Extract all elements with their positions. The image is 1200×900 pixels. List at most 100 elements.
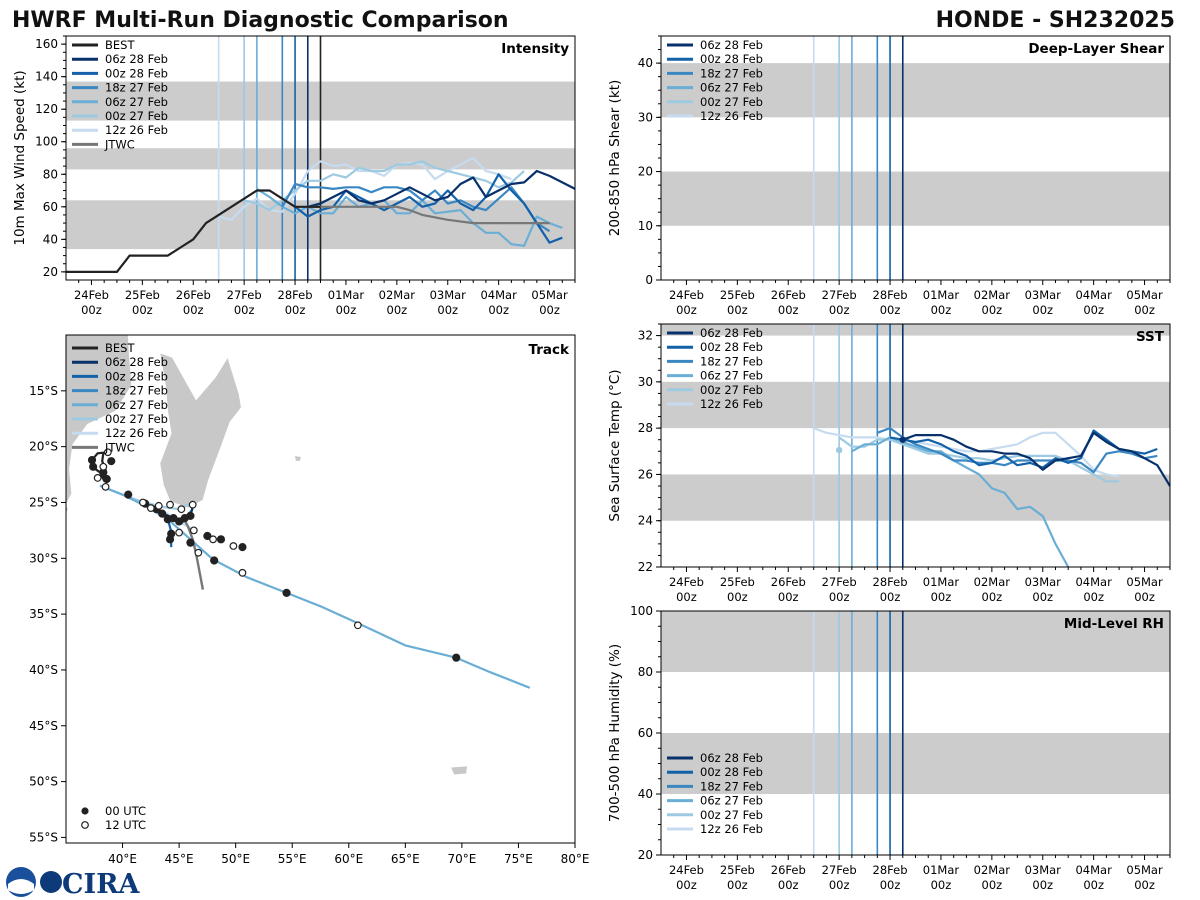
rh-xtick-hour: 00z xyxy=(778,878,799,892)
sst-xtick-hour: 00z xyxy=(778,590,799,604)
track-ytick-label: 15°S xyxy=(29,384,58,398)
track-point-12utc xyxy=(103,448,112,457)
sst-series-06z-28-feb xyxy=(902,431,1170,487)
globe-icon xyxy=(40,871,62,893)
intensity-legend-label-12z-26-feb: 12z 26 Feb xyxy=(105,123,168,137)
track-point-12utc xyxy=(188,500,197,509)
intensity-xtick-hour: 00z xyxy=(437,303,458,317)
rh-xtick-hour: 00z xyxy=(727,878,748,892)
sst-legend-label-00z-27-feb: 00z 27 Feb xyxy=(700,383,763,397)
shear-ytick-label: 40 xyxy=(638,56,653,70)
figure-title: HWRF Multi-Run Diagnostic Comparison xyxy=(12,8,509,33)
intensity-xtick-day: 03Mar xyxy=(430,288,467,302)
sst-marker-06z-28-feb xyxy=(899,436,906,443)
intensity-xtick-hour: 00z xyxy=(234,303,255,317)
shear-xtick-day: 27Feb xyxy=(822,288,857,302)
sst-xtick-hour: 00z xyxy=(982,590,1003,604)
intensity-xtick-hour: 00z xyxy=(132,303,153,317)
intensity-xtick-day: 28Feb xyxy=(278,288,313,302)
track-point-12utc xyxy=(229,542,238,550)
intensity-legend-label-06z-28-feb: 06z 28 Feb xyxy=(105,52,168,66)
track-ytick-label: 20°S xyxy=(29,440,58,454)
intensity-ylabel: 10m Max Wind Speed (kt) xyxy=(12,70,28,245)
track-legend-label-18z-27-feb: 18z 27 Feb xyxy=(105,384,168,398)
rh-xtick-day: 05Mar xyxy=(1126,863,1163,877)
track-point-12utc xyxy=(99,462,108,471)
track-xtick-label: 80°E xyxy=(561,852,590,866)
intensity-ytick-label: 120 xyxy=(35,102,58,116)
shear-legend-label-12z-26-feb: 12z 26 Feb xyxy=(700,109,763,123)
intensity-ytick-label: 80 xyxy=(43,167,58,181)
rh-xtick-hour: 00z xyxy=(880,878,901,892)
shear-legend-label-06z-28-feb: 06z 28 Feb xyxy=(700,38,763,52)
shear-legend-label-00z-27-feb: 00z 27 Feb xyxy=(700,95,763,109)
intensity-legend-label-18z-27-feb: 18z 27 Feb xyxy=(105,81,168,95)
track-point-12utc xyxy=(146,504,155,512)
track-point-12utc xyxy=(353,621,362,630)
track-xtick-label: 45°E xyxy=(165,852,194,866)
intensity-series-00z-28-feb xyxy=(294,173,563,244)
sst-xtick-hour: 00z xyxy=(727,590,748,604)
shear-xtick-hour: 00z xyxy=(829,303,850,317)
shear-xtick-day: 28Feb xyxy=(873,288,908,302)
sst-xtick-hour: 00z xyxy=(931,590,952,604)
shear-xtick-hour: 00z xyxy=(1032,303,1053,317)
rh-xtick-day: 28Feb xyxy=(873,863,908,877)
rh-xtick-hour: 00z xyxy=(1083,878,1104,892)
rh-plot-area xyxy=(812,611,904,855)
track-xtick-label: 40°E xyxy=(108,852,137,866)
rh-ytick-label: 100 xyxy=(630,604,653,618)
sst-legend-label-06z-27-feb: 06z 27 Feb xyxy=(700,369,763,383)
shear-panel: 01020304024Feb00z25Feb00z26Feb00z27Feb00… xyxy=(607,35,1171,317)
track-title: Track xyxy=(529,342,570,358)
rh-legend-label-06z-28-feb: 06z 28 Feb xyxy=(700,751,763,765)
sst-legend-label-00z-28-feb: 00z 28 Feb xyxy=(700,340,763,354)
rh-xtick-day: 02Mar xyxy=(974,863,1011,877)
track-point-12utc xyxy=(194,548,203,557)
rh-xtick-day: 26Feb xyxy=(771,863,806,877)
track-xtick-label: 60°E xyxy=(334,852,363,866)
track-point-00utc xyxy=(282,588,291,598)
sst-xtick-hour: 00z xyxy=(1032,590,1053,604)
track-point-12utc xyxy=(189,526,198,535)
track-xtick-label: 55°E xyxy=(278,852,307,866)
rh-xtick-hour: 00z xyxy=(931,878,952,892)
rh-legend-label-06z-27-feb: 06z 27 Feb xyxy=(700,794,763,808)
intensity-xtick-day: 05Mar xyxy=(531,288,568,302)
intensity-xtick-day: 27Feb xyxy=(227,288,262,302)
intensity-ytick-label: 60 xyxy=(43,200,58,214)
shear-xtick-hour: 00z xyxy=(880,303,901,317)
cira-logo: CIRA xyxy=(6,867,141,900)
sst-xtick-hour: 00z xyxy=(880,590,901,604)
track-point-12utc xyxy=(166,500,174,509)
track-point-00utc xyxy=(165,535,175,544)
shear-xtick-day: 02Mar xyxy=(974,288,1011,302)
track-ytick-label: 30°S xyxy=(29,551,58,565)
track-point-00utc xyxy=(203,531,212,541)
track-point-00utc xyxy=(216,535,226,544)
sst-ytick-label: 28 xyxy=(638,421,653,435)
sst-ytick-label: 26 xyxy=(638,467,653,481)
sst-ytick-label: 24 xyxy=(638,514,653,528)
track-point-12utc xyxy=(177,505,186,514)
shear-legend-label-06z-27-feb: 06z 27 Feb xyxy=(700,81,763,95)
track-legend-label-best: BEST xyxy=(105,341,135,355)
sst-band-1 xyxy=(661,381,1170,429)
track-legend-00utc-marker xyxy=(81,807,89,815)
sst-series-18z-27-feb xyxy=(876,427,1158,474)
madagascar-land xyxy=(159,352,242,509)
sst-ylabel: Sea Surface Temp (°C) xyxy=(607,369,623,521)
shear-plot-area xyxy=(812,36,904,280)
track-ytick-label: 40°S xyxy=(29,663,58,677)
rh-xtick-hour: 00z xyxy=(1134,878,1155,892)
intensity-series-best xyxy=(66,189,321,273)
sst-xtick-day: 03Mar xyxy=(1025,575,1062,589)
intensity-xtick-day: 25Feb xyxy=(125,288,160,302)
rh-ytick-label: 60 xyxy=(638,726,653,740)
track-point-00utc xyxy=(89,462,98,471)
intensity-xtick-hour: 00z xyxy=(336,303,357,317)
kerguelen-land xyxy=(450,765,468,776)
sst-band-2 xyxy=(661,324,1170,336)
track-point-12utc xyxy=(93,474,102,482)
rh-band-0 xyxy=(661,733,1170,794)
